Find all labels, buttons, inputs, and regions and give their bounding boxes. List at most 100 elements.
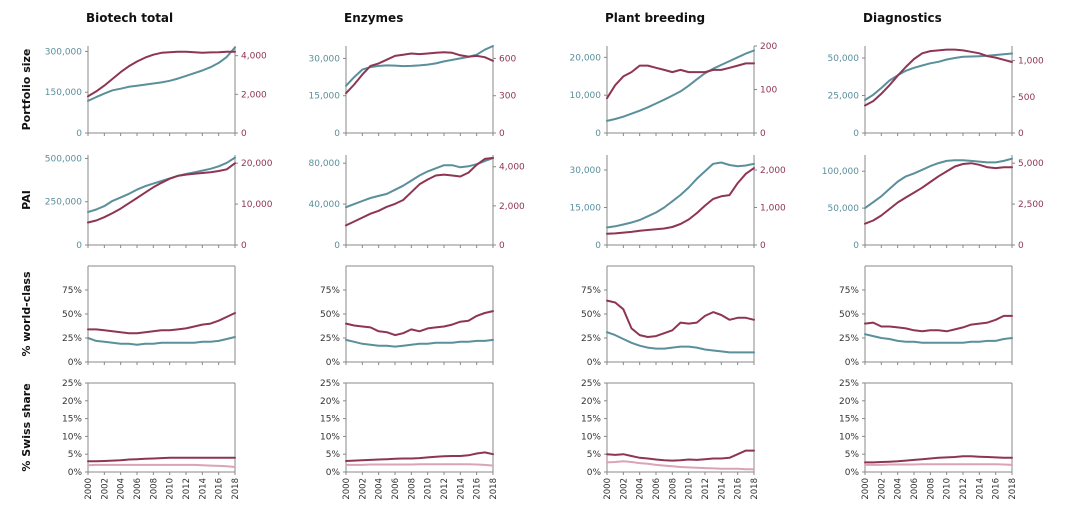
series-line-maroon [606, 449, 755, 462]
y-tick-label: 75% [581, 286, 601, 296]
y-tick-label: 15,000 [309, 92, 341, 102]
series-line-teal [864, 52, 1013, 101]
y-tick-label: 0% [845, 358, 860, 368]
y-tick-label: 10% [320, 432, 340, 442]
y-tick-label: 75% [62, 286, 82, 296]
x-tick-label: 2014 [975, 478, 985, 500]
y2-tick-label: 20,000 [241, 159, 273, 169]
x-tick-label: 2014 [456, 478, 466, 500]
y2-tick-label: 0 [760, 241, 766, 251]
y-tick-label: 0 [76, 129, 82, 139]
x-tick-label: 2018 [750, 478, 760, 500]
series-line-maroon [345, 310, 494, 337]
row-label: Portfolio size [20, 49, 33, 131]
y-tick-label: 20% [320, 397, 340, 407]
y2-tick-label: 2,000 [760, 166, 786, 176]
x-tick-label: 2006 [652, 478, 662, 500]
y-tick-label: 20% [839, 397, 859, 407]
y-tick-label: 25% [839, 379, 859, 389]
y-tick-label: 25% [320, 379, 340, 389]
x-tick-label: 2002 [619, 478, 629, 500]
x-tick-label: 2010 [424, 478, 434, 500]
y-tick-label: 5% [326, 450, 341, 460]
y-tick-label: 30,000 [570, 166, 602, 176]
row-label: PAI [20, 190, 33, 210]
x-tick-label: 2006 [910, 478, 920, 500]
series-line-maroon [345, 451, 494, 462]
series-line-maroon [864, 455, 1013, 464]
y-tick-label: 20% [581, 397, 601, 407]
y-tick-label: 25,000 [828, 92, 860, 102]
y-tick-label: 15% [839, 415, 859, 425]
y-tick-label: 10,000 [570, 91, 602, 101]
y-tick-label: 0% [845, 468, 860, 478]
series-line-maroon [864, 48, 1013, 107]
x-tick-label: 2012 [959, 478, 969, 500]
y2-tick-label: 1,000 [760, 204, 786, 214]
y-tick-label: 15% [62, 415, 82, 425]
y-tick-label: 15% [320, 415, 340, 425]
y2-tick-label: 2,000 [499, 202, 525, 212]
y-tick-label: 300,000 [45, 47, 82, 57]
y-tick-label: 150,000 [45, 88, 82, 98]
y-tick-label: 50,000 [828, 204, 860, 214]
x-tick-label: 2004 [117, 478, 127, 500]
x-tick-label: 2004 [636, 478, 646, 500]
series-line-teal [345, 45, 494, 87]
y2-tick-label: 2,500 [1018, 200, 1044, 210]
y-tick-label: 5% [845, 450, 860, 460]
x-tick-label: 2004 [375, 478, 385, 500]
y-tick-label: 0 [76, 241, 82, 251]
x-tick-label: 2012 [440, 478, 450, 500]
y-tick-label: 0 [595, 129, 601, 139]
y-tick-label: 25% [581, 379, 601, 389]
x-tick-label: 2000 [861, 478, 871, 500]
y-tick-label: 0% [326, 468, 341, 478]
series-line-maroon [87, 50, 236, 98]
y-tick-label: 25% [581, 334, 601, 344]
series-line-teal [87, 156, 236, 214]
row-label: % world-class [20, 271, 33, 356]
y-tick-label: 20,000 [570, 53, 602, 63]
y-tick-label: 0% [68, 468, 83, 478]
y-tick-label: 5% [68, 450, 83, 460]
x-tick-label: 2010 [166, 478, 176, 500]
y2-tick-label: 0 [499, 241, 505, 251]
series-line-maroon [606, 62, 755, 100]
y2-tick-label: 10,000 [241, 200, 273, 210]
x-tick-label: 2012 [701, 478, 711, 500]
y-tick-label: 50% [839, 310, 859, 320]
series-line-teal [87, 46, 236, 102]
y-tick-label: 0 [853, 129, 859, 139]
y-tick-label: 15,000 [570, 204, 602, 214]
x-tick-label: 2006 [133, 478, 143, 500]
y-tick-label: 25% [839, 334, 859, 344]
x-tick-label: 2016 [215, 478, 225, 500]
y-tick-label: 10% [581, 432, 601, 442]
y2-tick-label: 4,000 [499, 163, 525, 173]
y-tick-label: 15% [581, 415, 601, 425]
series-line-teal [864, 333, 1013, 344]
x-tick-label: 2004 [894, 478, 904, 500]
y-tick-label: 20% [62, 397, 82, 407]
series-line-teal [606, 161, 755, 229]
x-tick-label: 2010 [685, 478, 695, 500]
row-label: % Swiss share [20, 383, 33, 471]
series-line-teal [87, 336, 236, 346]
y-tick-label: 80,000 [309, 159, 341, 169]
series-line-maroon [606, 299, 755, 338]
y-tick-label: 0 [334, 241, 340, 251]
y-tick-label: 10% [62, 432, 82, 442]
y2-tick-label: 0 [1018, 129, 1024, 139]
series-line-maroon [864, 314, 1013, 333]
y2-tick-label: 600 [499, 54, 516, 64]
x-tick-label: 2016 [992, 478, 1002, 500]
x-tick-label: 2002 [100, 478, 110, 500]
y-tick-label: 75% [320, 286, 340, 296]
y-tick-label: 0 [853, 241, 859, 251]
x-tick-label: 2016 [473, 478, 483, 500]
series-line-teal [864, 157, 1013, 210]
series-line-pink [87, 463, 236, 468]
x-tick-label: 2002 [358, 478, 368, 500]
